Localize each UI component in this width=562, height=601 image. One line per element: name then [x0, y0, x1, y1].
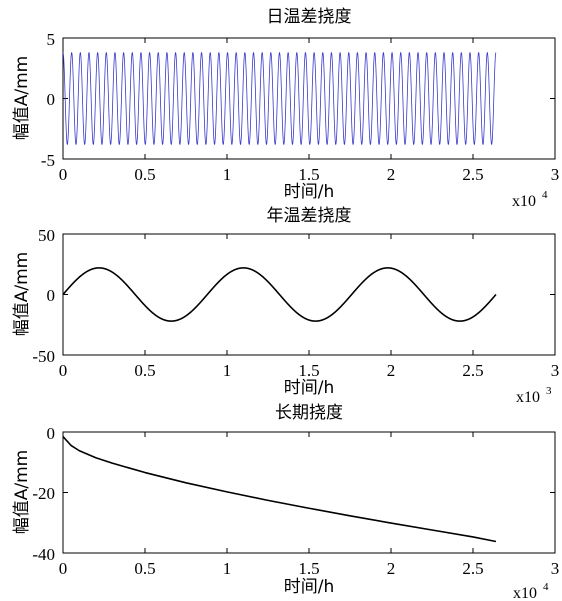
- x-tick-label: 3: [551, 165, 560, 184]
- panel-daily: 日温差挠度 5 0 -5 0 0.5 1 1.5 2 2.5 3 时间/h 幅值…: [12, 7, 559, 210]
- chart-title: 年温差挠度: [267, 206, 352, 226]
- y-tick-label: -40: [32, 545, 55, 564]
- x-tick-label: 2.5: [462, 361, 483, 380]
- x-tick-label: 1: [223, 559, 232, 578]
- x-tick-labels: 0 0.5 1 1.5 2 2.5 3: [59, 361, 560, 380]
- y-tick-labels: 0 -20 -40: [32, 424, 55, 564]
- x-tick-label: 0.5: [134, 165, 155, 184]
- y-tick-label: 0: [47, 90, 56, 109]
- x-tick-label: 3: [551, 559, 560, 578]
- x-axis-label: 时间/h: [284, 577, 335, 597]
- x-axis-label: 时间/h: [284, 378, 335, 398]
- y-tick-label: 5: [47, 30, 56, 49]
- y-tick-label: 0: [47, 424, 56, 443]
- x-tick-labels: 0 0.5 1 1.5 2 2.5 3: [59, 165, 560, 184]
- x-exponent-power: 4: [543, 581, 549, 593]
- x-exponent-base: x10: [513, 585, 537, 601]
- x-tick-label: 2: [387, 165, 396, 184]
- x-exponent-power: 3: [546, 385, 552, 397]
- y-axis-label: 幅值A/mm: [12, 450, 32, 534]
- x-tick-label: 1: [223, 165, 232, 184]
- x-exponent-power: 4: [542, 189, 548, 201]
- x-tick-label: 0: [59, 361, 68, 380]
- x-tick-label: 0: [59, 559, 68, 578]
- plot-frame: [62, 431, 556, 554]
- y-tick-label: 0: [47, 286, 56, 305]
- y-tick-label: -5: [41, 151, 55, 170]
- y-tick-labels: 50 0 -50: [32, 226, 55, 366]
- x-exponent: x10 4: [513, 581, 549, 601]
- x-tick-labels: 0 0.5 1 1.5 2 2.5 3: [59, 559, 560, 578]
- x-axis-label: 时间/h: [284, 182, 335, 202]
- x-tick-label: 2: [387, 361, 396, 380]
- x-tick-label: 0: [59, 165, 68, 184]
- chart-title: 长期挠度: [275, 403, 343, 423]
- series-layer: [62, 233, 556, 356]
- x-tick-label: 0.5: [134, 559, 155, 578]
- x-tick-label: 1.5: [298, 165, 319, 184]
- plot-frame: [62, 233, 556, 356]
- x-tick-label: 1.5: [298, 559, 319, 578]
- y-tick-labels: 5 0 -5: [41, 30, 55, 170]
- series-line: [62, 52, 497, 145]
- y-tick-label: -20: [32, 484, 55, 503]
- series-layer: [62, 37, 556, 160]
- x-tick-label: 1: [223, 361, 232, 380]
- x-exponent: x10 4: [512, 189, 548, 210]
- series-line: [62, 436, 497, 543]
- x-tick-label: 2.5: [462, 165, 483, 184]
- chart-title: 日温差挠度: [267, 7, 352, 27]
- x-tick-label: 2: [387, 559, 396, 578]
- y-axis-label: 幅值A/mm: [12, 252, 32, 336]
- x-exponent-base: x10: [512, 193, 536, 210]
- x-tick-label: 2.5: [462, 559, 483, 578]
- y-tick-label: 50: [38, 226, 55, 245]
- x-exponent-base: x10: [516, 389, 540, 406]
- y-tick-label: -50: [32, 347, 55, 366]
- series-layer: [62, 431, 556, 554]
- series-line: [62, 267, 497, 322]
- x-tick-label: 0.5: [134, 361, 155, 380]
- panel-annual: 年温差挠度 50 0 -50 0 0.5 1 1.5 2 2.5 3 时间/h …: [12, 206, 559, 406]
- y-axis-label: 幅值A/mm: [12, 56, 32, 140]
- panel-longterm: 长期挠度 0 -20 -40 0 0.5 1 1.5 2 2.5 3 时间/h …: [12, 403, 559, 601]
- x-exponent: x10 3: [516, 385, 552, 406]
- x-tick-label: 1.5: [298, 361, 319, 380]
- x-tick-label: 3: [551, 361, 560, 380]
